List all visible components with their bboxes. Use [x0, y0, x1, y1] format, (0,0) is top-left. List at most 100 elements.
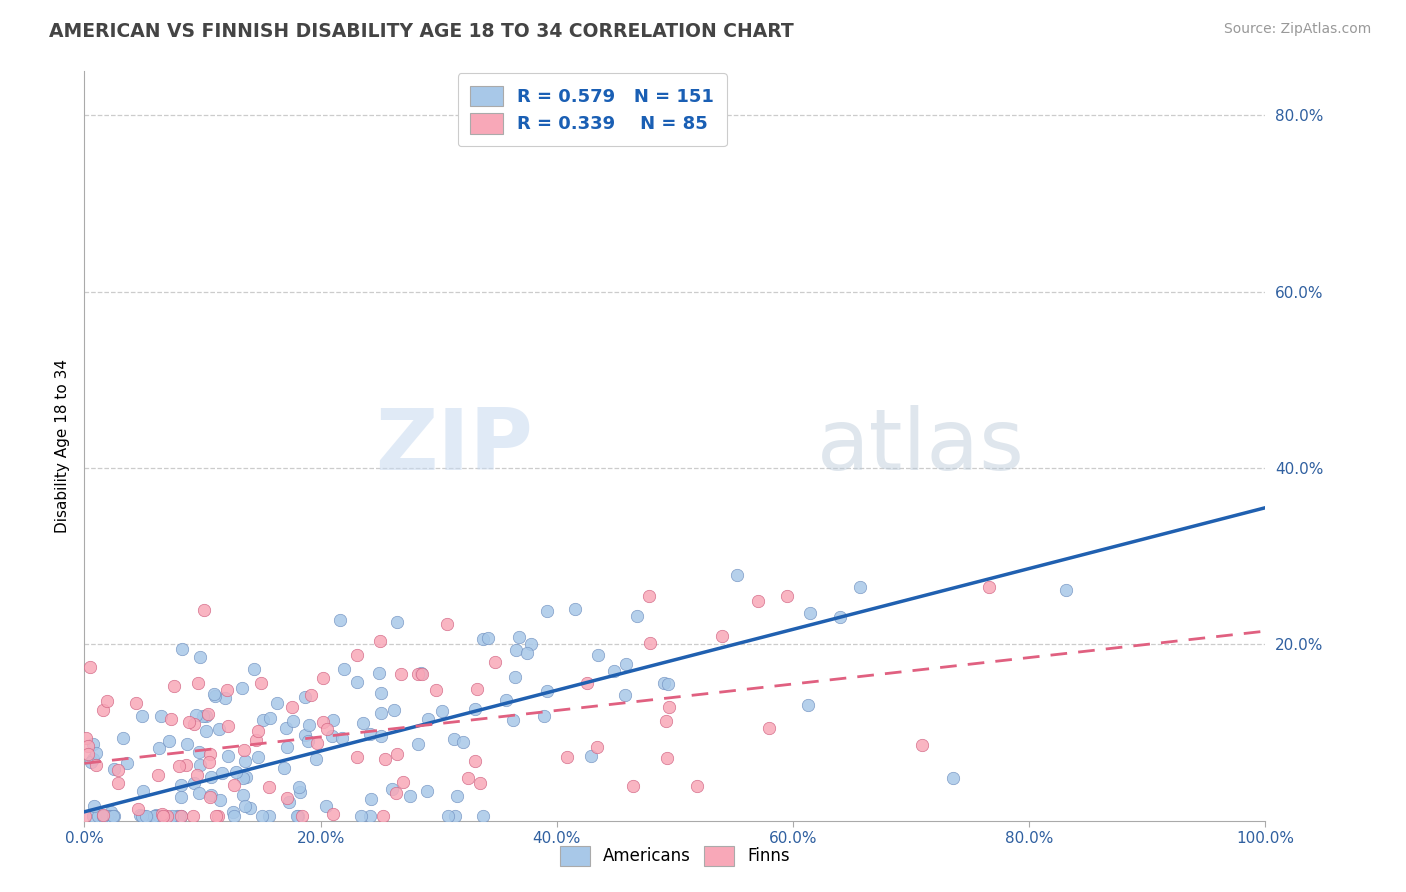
Point	[87, 809, 110, 823]
Point	[329, 613, 352, 627]
Point	[211, 766, 233, 780]
Point	[239, 801, 262, 815]
Point	[222, 809, 245, 823]
Text: atlas: atlas	[817, 404, 1025, 488]
Point	[183, 717, 205, 731]
Point	[564, 602, 586, 616]
Point	[107, 776, 129, 790]
Point	[176, 758, 198, 772]
Point	[188, 649, 211, 664]
Point	[98, 809, 121, 823]
Point	[638, 636, 661, 650]
Point	[83, 799, 105, 814]
Point	[446, 789, 468, 804]
Point	[79, 659, 101, 673]
Point	[200, 770, 222, 784]
Point	[266, 696, 288, 710]
Point	[221, 805, 243, 820]
Point	[588, 648, 610, 663]
Point	[215, 682, 238, 697]
Point	[82, 737, 104, 751]
Point	[91, 703, 114, 717]
Legend: Americans, Finns: Americans, Finns	[553, 839, 797, 872]
Point	[747, 593, 769, 607]
Point	[217, 719, 239, 733]
Point	[368, 665, 391, 680]
Point	[686, 779, 709, 793]
Point	[200, 788, 222, 802]
Point	[382, 703, 405, 717]
Point	[214, 690, 236, 705]
Point	[536, 604, 558, 618]
Point	[188, 758, 211, 772]
Point	[132, 784, 155, 798]
Point	[758, 721, 780, 735]
Point	[91, 809, 114, 823]
Point	[191, 709, 214, 723]
Point	[387, 747, 409, 761]
Point	[470, 776, 492, 790]
Point	[145, 809, 167, 823]
Point	[346, 674, 368, 689]
Point	[82, 809, 104, 823]
Point	[505, 643, 527, 657]
Point	[406, 667, 429, 681]
Point	[150, 709, 173, 723]
Point	[979, 581, 1001, 595]
Point	[658, 700, 681, 714]
Point	[129, 807, 152, 822]
Point	[516, 646, 538, 660]
Point	[149, 809, 172, 823]
Point	[346, 648, 368, 662]
Text: AMERICAN VS FINNISH DISABILITY AGE 18 TO 34 CORRELATION CHART: AMERICAN VS FINNISH DISABILITY AGE 18 TO…	[49, 22, 794, 41]
Point	[711, 629, 734, 643]
Point	[360, 792, 382, 806]
Point	[287, 780, 309, 795]
Point	[170, 809, 193, 823]
Point	[291, 809, 314, 823]
Point	[75, 731, 97, 745]
Point	[276, 739, 298, 754]
Point	[115, 756, 138, 770]
Point	[385, 786, 408, 800]
Point	[89, 809, 111, 823]
Point	[830, 610, 852, 624]
Point	[391, 775, 413, 789]
Point	[370, 633, 392, 648]
Point	[103, 809, 125, 823]
Point	[655, 714, 678, 729]
Point	[288, 785, 311, 799]
Point	[243, 663, 266, 677]
Point	[145, 809, 167, 823]
Point	[352, 715, 374, 730]
Point	[194, 709, 217, 723]
Point	[297, 733, 319, 747]
Point	[233, 754, 256, 768]
Point	[187, 675, 209, 690]
Point	[224, 778, 246, 792]
Point	[346, 750, 368, 764]
Point	[464, 702, 486, 716]
Point	[294, 728, 316, 742]
Point	[373, 809, 395, 823]
Point	[75, 809, 97, 823]
Point	[202, 687, 225, 701]
Point	[150, 807, 173, 822]
Point	[330, 731, 353, 745]
Point	[79, 755, 101, 769]
Point	[157, 734, 180, 748]
Point	[186, 708, 208, 723]
Point	[322, 713, 344, 727]
Point	[581, 749, 603, 764]
Point	[145, 809, 167, 823]
Point	[77, 739, 100, 753]
Point	[278, 795, 301, 809]
Point	[359, 727, 381, 741]
Point	[257, 780, 280, 794]
Point	[252, 713, 274, 727]
Point	[557, 750, 579, 764]
Point	[387, 615, 409, 629]
Point	[152, 809, 174, 823]
Point	[167, 759, 190, 773]
Point	[603, 664, 626, 678]
